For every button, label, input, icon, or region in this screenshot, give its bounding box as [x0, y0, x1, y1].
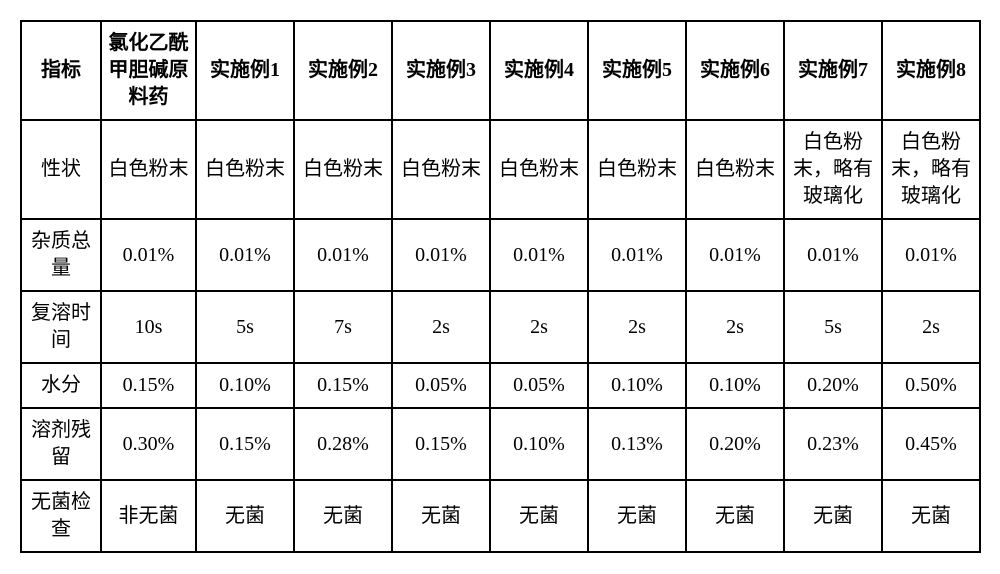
row-indicator: 复溶时间	[21, 291, 101, 363]
cell: 0.01%	[392, 219, 490, 291]
cell: 无菌	[392, 480, 490, 552]
cell: 无菌	[686, 480, 784, 552]
cell: 0.01%	[882, 219, 980, 291]
cell: 0.30%	[101, 408, 196, 480]
cell: 0.50%	[882, 363, 980, 408]
cell: 0.23%	[784, 408, 882, 480]
cell: 2s	[392, 291, 490, 363]
cell: 0.10%	[686, 363, 784, 408]
cell: 无菌	[294, 480, 392, 552]
col-header-ex5: 实施例5	[588, 21, 686, 120]
cell: 白色粉末	[686, 120, 784, 219]
cell: 0.15%	[392, 408, 490, 480]
cell: 7s	[294, 291, 392, 363]
cell: 0.10%	[196, 363, 294, 408]
cell: 2s	[490, 291, 588, 363]
cell: 2s	[588, 291, 686, 363]
cell: 0.28%	[294, 408, 392, 480]
row-indicator: 无菌检查	[21, 480, 101, 552]
row-indicator: 性状	[21, 120, 101, 219]
col-header-indicator: 指标	[21, 21, 101, 120]
data-table: 指标 氯化乙酰甲胆碱原料药 实施例1 实施例2 实施例3 实施例4 实施例5 实…	[20, 20, 981, 553]
cell: 0.20%	[784, 363, 882, 408]
row-indicator: 水分	[21, 363, 101, 408]
table-row: 性状 白色粉末 白色粉末 白色粉末 白色粉末 白色粉末 白色粉末 白色粉末 白色…	[21, 120, 980, 219]
table-row: 复溶时间 10s 5s 7s 2s 2s 2s 2s 5s 2s	[21, 291, 980, 363]
cell: 0.13%	[588, 408, 686, 480]
cell: 白色粉末	[101, 120, 196, 219]
cell: 无菌	[882, 480, 980, 552]
cell: 0.10%	[490, 408, 588, 480]
cell: 0.15%	[294, 363, 392, 408]
cell: 无菌	[588, 480, 686, 552]
cell: 0.01%	[686, 219, 784, 291]
col-header-ex4: 实施例4	[490, 21, 588, 120]
cell: 无菌	[784, 480, 882, 552]
cell: 0.05%	[392, 363, 490, 408]
row-indicator: 溶剂残留	[21, 408, 101, 480]
cell: 2s	[686, 291, 784, 363]
cell: 10s	[101, 291, 196, 363]
cell: 0.10%	[588, 363, 686, 408]
cell: 5s	[784, 291, 882, 363]
cell: 无菌	[196, 480, 294, 552]
cell: 无菌	[490, 480, 588, 552]
col-header-ex2: 实施例2	[294, 21, 392, 120]
cell: 白色粉末	[392, 120, 490, 219]
cell: 白色粉末	[588, 120, 686, 219]
cell: 白色粉末	[196, 120, 294, 219]
table-row: 溶剂残留 0.30% 0.15% 0.28% 0.15% 0.10% 0.13%…	[21, 408, 980, 480]
cell: 0.01%	[490, 219, 588, 291]
cell: 0.01%	[784, 219, 882, 291]
col-header-ref: 氯化乙酰甲胆碱原料药	[101, 21, 196, 120]
cell: 白色粉末，略有玻璃化	[784, 120, 882, 219]
table-body: 性状 白色粉末 白色粉末 白色粉末 白色粉末 白色粉末 白色粉末 白色粉末 白色…	[21, 120, 980, 552]
col-header-ex8: 实施例8	[882, 21, 980, 120]
col-header-ex3: 实施例3	[392, 21, 490, 120]
cell: 5s	[196, 291, 294, 363]
cell: 非无菌	[101, 480, 196, 552]
table-row: 无菌检查 非无菌 无菌 无菌 无菌 无菌 无菌 无菌 无菌 无菌	[21, 480, 980, 552]
cell: 0.01%	[196, 219, 294, 291]
cell: 白色粉末	[490, 120, 588, 219]
table-header: 指标 氯化乙酰甲胆碱原料药 实施例1 实施例2 实施例3 实施例4 实施例5 实…	[21, 21, 980, 120]
col-header-ex6: 实施例6	[686, 21, 784, 120]
cell: 0.01%	[588, 219, 686, 291]
cell: 白色粉末，略有玻璃化	[882, 120, 980, 219]
table-row: 水分 0.15% 0.10% 0.15% 0.05% 0.05% 0.10% 0…	[21, 363, 980, 408]
cell: 0.20%	[686, 408, 784, 480]
cell: 白色粉末	[294, 120, 392, 219]
header-row: 指标 氯化乙酰甲胆碱原料药 实施例1 实施例2 实施例3 实施例4 实施例5 实…	[21, 21, 980, 120]
cell: 0.15%	[196, 408, 294, 480]
table-row: 杂质总量 0.01% 0.01% 0.01% 0.01% 0.01% 0.01%…	[21, 219, 980, 291]
cell: 0.01%	[294, 219, 392, 291]
cell: 2s	[882, 291, 980, 363]
row-indicator: 杂质总量	[21, 219, 101, 291]
cell: 0.45%	[882, 408, 980, 480]
cell: 0.15%	[101, 363, 196, 408]
cell: 0.05%	[490, 363, 588, 408]
col-header-ex7: 实施例7	[784, 21, 882, 120]
cell: 0.01%	[101, 219, 196, 291]
col-header-ex1: 实施例1	[196, 21, 294, 120]
